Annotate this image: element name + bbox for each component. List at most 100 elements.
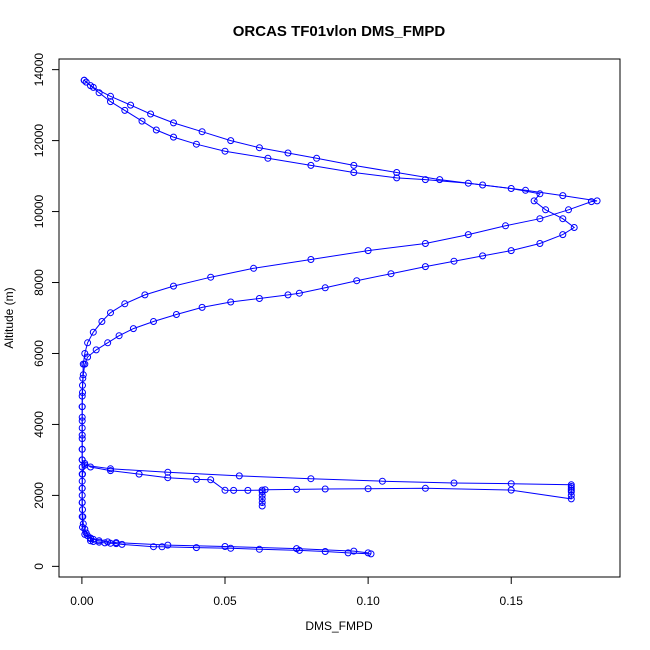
data-point	[559, 192, 567, 200]
data-point	[364, 485, 372, 493]
data-point	[78, 477, 86, 485]
data-point	[78, 403, 86, 411]
data-point	[507, 185, 515, 192]
data-point	[127, 101, 135, 109]
y-tick-label: 0	[32, 563, 46, 570]
data-point	[321, 485, 329, 493]
data-point	[367, 550, 375, 558]
data-point	[79, 470, 86, 478]
data-point	[79, 506, 86, 514]
y-axis: 0 2000 4000 6000 8000 10000 12000 14000	[32, 53, 60, 570]
series-line-descent	[81, 79, 598, 554]
data-point	[172, 311, 180, 318]
data-point	[570, 224, 578, 231]
data-point	[227, 137, 235, 145]
data-point	[198, 303, 206, 311]
data-point	[221, 486, 229, 494]
data-point	[141, 291, 149, 299]
data-point	[522, 186, 529, 194]
data-point	[92, 346, 100, 354]
data-point	[536, 190, 544, 198]
x-tick-label: 0.00	[70, 594, 94, 608]
data-point	[78, 431, 86, 439]
data-point	[255, 295, 263, 302]
data-point	[464, 179, 472, 187]
data-point	[321, 284, 329, 292]
y-tick-label: 10000	[32, 195, 46, 229]
data-point	[115, 332, 123, 340]
data-point	[107, 92, 114, 100]
data-point	[78, 417, 86, 425]
data-point	[207, 476, 215, 484]
data-point	[107, 467, 114, 475]
data-point	[258, 502, 266, 510]
series-lines	[81, 79, 598, 555]
data-point	[393, 169, 401, 176]
data-point	[421, 176, 429, 184]
data-point	[192, 140, 200, 148]
data-point	[135, 470, 143, 478]
data-point	[284, 149, 292, 157]
data-point	[293, 545, 301, 553]
data-point	[502, 222, 509, 230]
data-point	[313, 154, 321, 162]
data-point	[227, 298, 235, 306]
data-point	[542, 206, 550, 214]
y-tick-label: 8000	[32, 269, 46, 296]
data-point	[129, 325, 137, 333]
plot-area-frame	[58, 58, 621, 578]
data-point	[587, 198, 595, 206]
data-point	[567, 495, 575, 503]
data-point	[464, 231, 472, 239]
data-point	[87, 535, 94, 543]
series-points	[78, 76, 601, 558]
data-point	[221, 147, 229, 155]
data-point	[436, 176, 444, 184]
data-point	[78, 424, 86, 432]
data-point	[121, 300, 129, 308]
data-point	[559, 231, 567, 239]
data-point	[78, 392, 86, 400]
data-point	[393, 174, 401, 182]
data-point	[79, 371, 87, 379]
data-point	[78, 513, 86, 521]
data-point	[89, 328, 97, 336]
data-point	[164, 474, 172, 482]
data-point	[565, 206, 572, 214]
data-point	[307, 256, 315, 263]
data-point	[230, 486, 238, 494]
data-point	[450, 479, 458, 487]
data-point	[221, 543, 229, 550]
data-point	[79, 520, 87, 528]
data-point	[95, 537, 103, 545]
data-point	[479, 181, 487, 189]
y-tick-label: 12000	[32, 124, 46, 158]
y-tick-label: 6000	[32, 340, 46, 367]
data-point	[78, 499, 86, 506]
data-point	[147, 110, 155, 118]
data-point	[164, 468, 172, 476]
data-point	[235, 472, 243, 480]
data-point	[81, 460, 89, 467]
data-point	[507, 486, 515, 494]
y-tick-label: 2000	[32, 482, 46, 509]
data-point	[78, 445, 86, 453]
data-point	[164, 541, 172, 549]
data-point	[293, 485, 301, 493]
x-axis-label: DMS_FMPD	[305, 619, 373, 633]
data-point	[321, 548, 329, 555]
data-point	[450, 257, 458, 265]
data-point	[295, 289, 303, 297]
data-point	[170, 119, 177, 127]
data-point	[78, 484, 86, 492]
x-tick-label: 0.10	[356, 594, 380, 608]
data-point	[567, 491, 575, 499]
data-point	[350, 169, 358, 176]
data-point	[258, 495, 266, 503]
data-point	[81, 350, 89, 357]
data-point	[104, 538, 112, 546]
data-point	[192, 544, 200, 552]
chart-title: ORCAS TF01vlon DMS_FMPD	[233, 23, 446, 40]
data-point	[567, 488, 575, 496]
data-point	[112, 539, 120, 547]
